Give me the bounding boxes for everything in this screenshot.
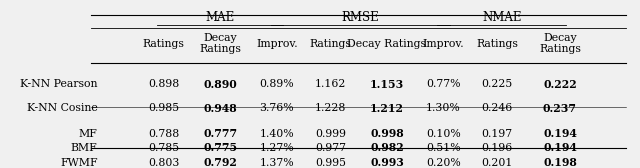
Text: Improv.: Improv. (423, 39, 465, 49)
Text: 0.237: 0.237 (543, 103, 577, 114)
Text: 0.985: 0.985 (148, 103, 179, 113)
Text: Decay Ratings: Decay Ratings (348, 39, 426, 49)
Text: Ratings: Ratings (143, 39, 184, 49)
Text: 0.890: 0.890 (204, 79, 237, 90)
Text: MAE: MAE (205, 11, 235, 25)
Text: 1.162: 1.162 (315, 79, 346, 89)
Text: 0.194: 0.194 (543, 129, 577, 139)
Text: 0.898: 0.898 (148, 79, 179, 89)
Text: 0.948: 0.948 (204, 103, 237, 114)
Text: K-NN Cosine: K-NN Cosine (27, 103, 97, 113)
Text: 0.995: 0.995 (315, 158, 346, 168)
Text: MF: MF (79, 129, 97, 139)
Text: 0.792: 0.792 (204, 157, 237, 168)
Text: Ratings: Ratings (476, 39, 518, 49)
Text: 0.225: 0.225 (481, 79, 513, 89)
Text: 0.982: 0.982 (370, 142, 404, 153)
Text: 0.785: 0.785 (148, 142, 179, 153)
Text: 1.30%: 1.30% (426, 103, 461, 113)
Text: 1.153: 1.153 (370, 79, 404, 90)
Text: 3.76%: 3.76% (260, 103, 294, 113)
Text: 0.993: 0.993 (370, 157, 404, 168)
Text: 0.222: 0.222 (543, 79, 577, 90)
Text: 1.228: 1.228 (315, 103, 346, 113)
Text: 0.201: 0.201 (481, 158, 513, 168)
Text: 0.10%: 0.10% (426, 129, 461, 139)
Text: 0.20%: 0.20% (426, 158, 461, 168)
Text: 1.212: 1.212 (370, 103, 404, 114)
Text: 0.977: 0.977 (315, 142, 346, 153)
Text: Decay
Ratings: Decay Ratings (539, 33, 581, 54)
Text: 0.51%: 0.51% (426, 142, 461, 153)
Text: 0.998: 0.998 (370, 129, 404, 139)
Text: 0.197: 0.197 (481, 129, 513, 139)
Text: NMAE: NMAE (482, 11, 522, 25)
Text: 0.803: 0.803 (148, 158, 179, 168)
Text: 0.246: 0.246 (481, 103, 513, 113)
Text: 0.788: 0.788 (148, 129, 179, 139)
Text: 0.89%: 0.89% (260, 79, 294, 89)
Text: BMF: BMF (71, 142, 97, 153)
Text: 1.40%: 1.40% (260, 129, 294, 139)
Text: 0.777: 0.777 (203, 129, 237, 139)
Text: K-NN Pearson: K-NN Pearson (20, 79, 97, 89)
Text: Improv.: Improv. (256, 39, 298, 49)
Text: RMSE: RMSE (341, 11, 379, 25)
Text: 0.194: 0.194 (543, 142, 577, 153)
Text: 0.999: 0.999 (315, 129, 346, 139)
Text: 0.77%: 0.77% (426, 79, 461, 89)
Text: 0.196: 0.196 (481, 142, 513, 153)
Text: 0.198: 0.198 (543, 157, 577, 168)
Text: FWMF: FWMF (60, 158, 97, 168)
Text: Ratings: Ratings (309, 39, 351, 49)
Text: 1.37%: 1.37% (260, 158, 294, 168)
Text: 0.775: 0.775 (203, 142, 237, 153)
Text: Decay
Ratings: Decay Ratings (199, 33, 241, 54)
Text: 1.27%: 1.27% (260, 142, 294, 153)
